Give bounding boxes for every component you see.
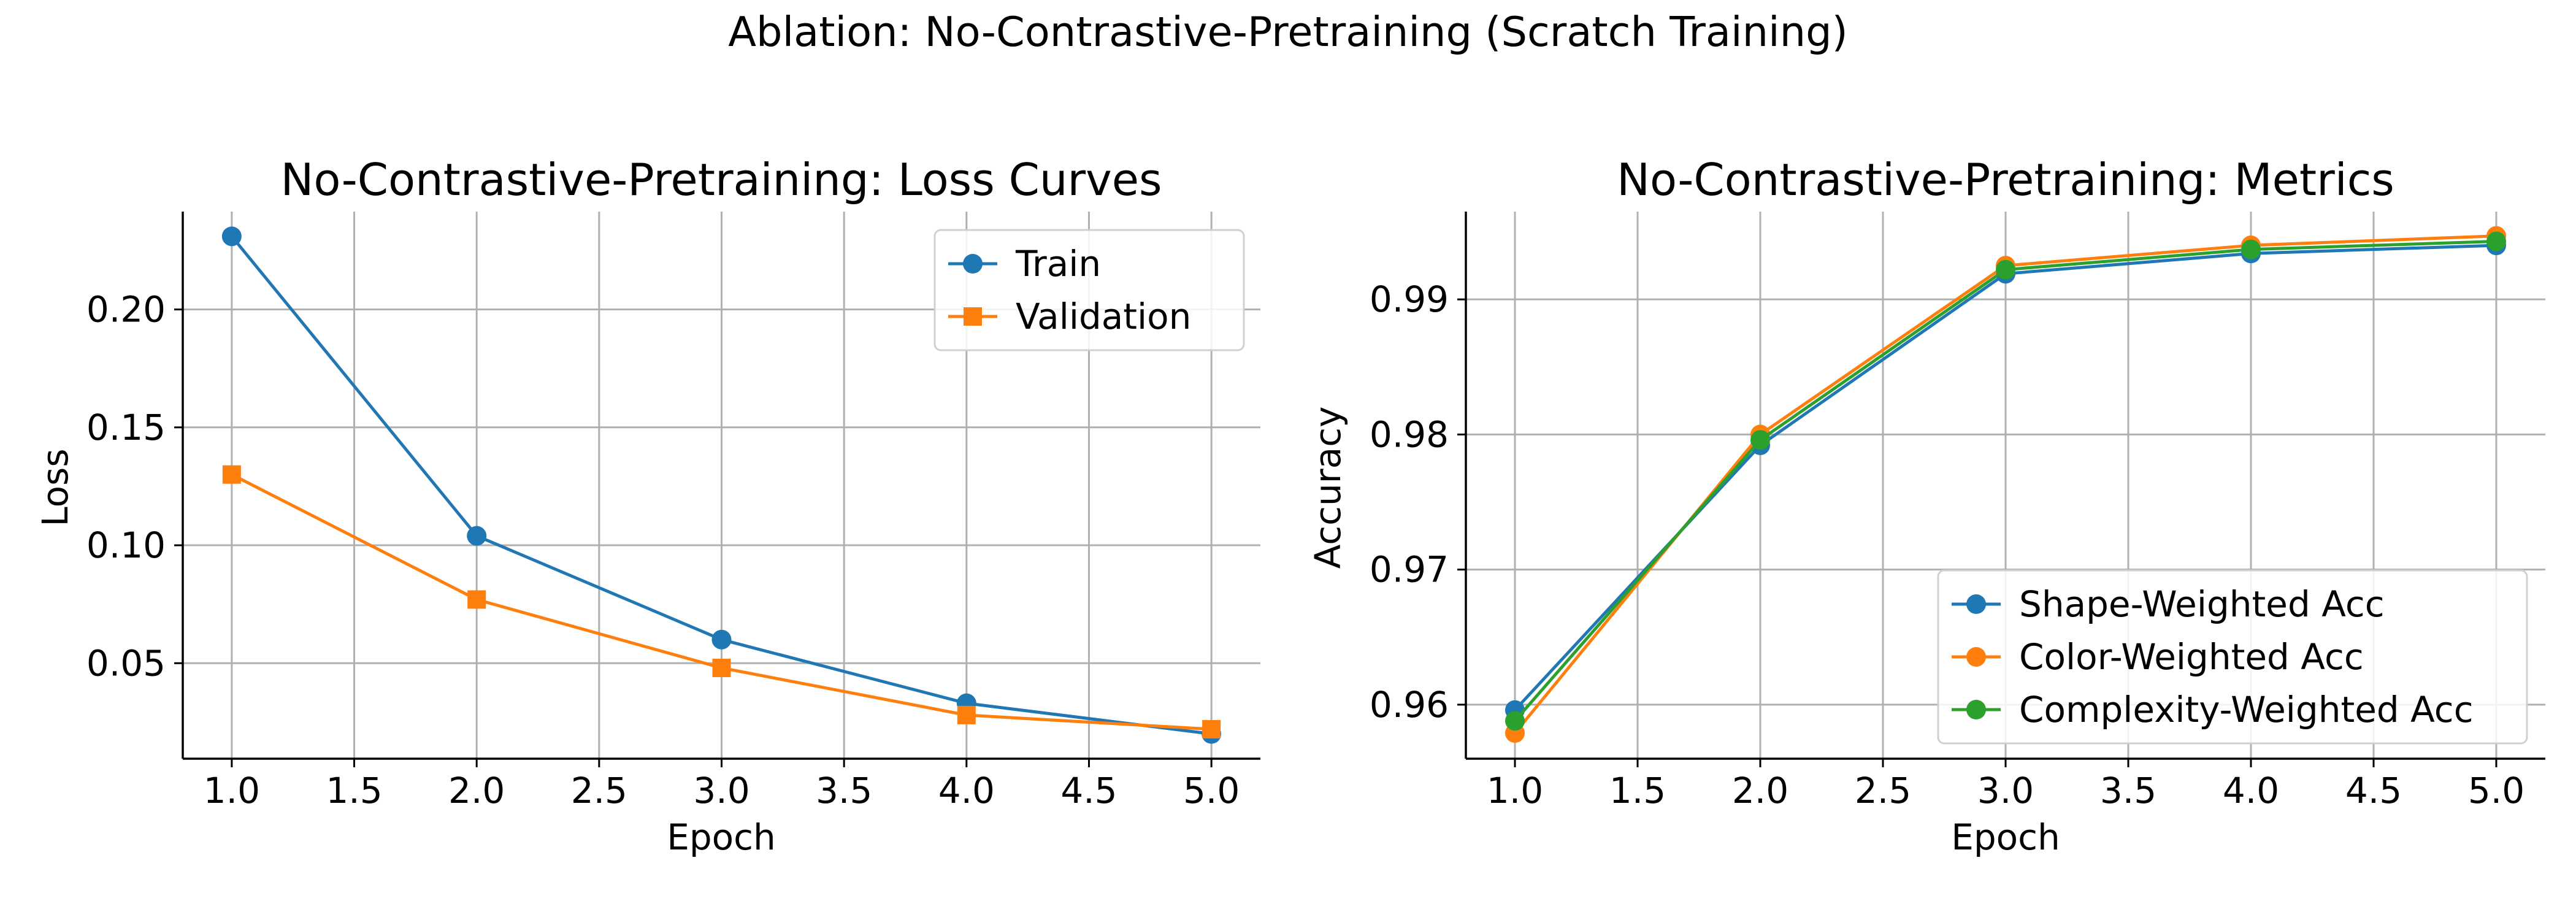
legend-swatch-marker [1966, 594, 1986, 614]
y-tick-label: 0.98 [1370, 413, 1449, 455]
y-tick-label: 0.20 [86, 289, 166, 331]
y-tick-label: 0.10 [86, 524, 166, 566]
legend-swatch-marker [1966, 647, 1986, 667]
x-tick-label: 2.0 [1732, 770, 1788, 811]
data-point [221, 226, 242, 247]
data-point [1505, 711, 1525, 731]
legend-swatch-marker [963, 254, 983, 274]
data-point [1750, 430, 1770, 450]
data-point [467, 590, 486, 609]
data-point [711, 629, 732, 650]
data-point [2486, 231, 2506, 251]
metrics-x-axis-label: Epoch [1951, 816, 2060, 858]
legend-swatch-marker [964, 307, 982, 326]
loss-chart-title: No-Contrastive-Pretraining: Loss Curves [280, 154, 1162, 205]
x-tick-label: 4.5 [2345, 770, 2402, 811]
x-tick-label: 5.0 [1183, 770, 1240, 811]
x-tick-label: 4.0 [2223, 770, 2279, 811]
y-tick-label: 0.96 [1370, 684, 1449, 726]
legend-box [933, 229, 1245, 351]
loss-x-axis-label: Epoch [667, 816, 776, 858]
metrics-chart: No-Contrastive-Pretraining: Metrics Epoc… [1307, 154, 2545, 858]
legend-label: Train [1015, 243, 1101, 285]
metrics-y-axis-label: Accuracy [1307, 407, 1349, 569]
x-tick-label: 3.0 [693, 770, 749, 811]
y-tick-label: 0.15 [86, 407, 166, 448]
figure-title: Ablation: No-Contrastive-Pretraining (Sc… [728, 8, 1848, 56]
x-tick-label: 2.0 [448, 770, 505, 811]
x-tick-label: 3.0 [1977, 770, 2034, 811]
x-tick-label: 5.0 [2468, 770, 2524, 811]
x-tick-label: 1.0 [1487, 770, 1543, 811]
legend-label: Complexity-Weighted Acc [2019, 689, 2474, 730]
x-tick-label: 3.5 [816, 770, 872, 811]
legend-label: Validation [1016, 296, 1191, 337]
legend-swatch-marker [1966, 700, 1986, 719]
legend: Train Validation [933, 229, 1245, 351]
data-point [1202, 719, 1221, 738]
data-point [467, 526, 487, 546]
data-point [712, 658, 731, 677]
data-point [957, 705, 976, 724]
y-tick-label: 0.99 [1370, 278, 1449, 320]
data-point [1996, 259, 2015, 280]
data-point [222, 465, 241, 484]
x-tick-label: 4.5 [1060, 770, 1117, 811]
data-point [2241, 239, 2261, 259]
y-tick-label: 0.05 [86, 642, 166, 684]
x-tick-label: 1.0 [204, 770, 260, 811]
legend-label: Shape-Weighted Acc [2019, 583, 2385, 625]
x-tick-label: 1.5 [1609, 770, 1666, 811]
legend-box [1937, 569, 2528, 745]
x-tick-label: 4.0 [938, 770, 995, 811]
loss-y-axis-label: Loss [34, 448, 76, 526]
x-tick-label: 2.5 [571, 770, 627, 811]
y-tick-label: 0.97 [1370, 549, 1449, 591]
x-tick-label: 1.5 [326, 770, 382, 811]
loss-curves-chart: No-Contrastive-Pretraining: Loss Curves … [34, 154, 1260, 858]
legend-label: Color-Weighted Acc [2019, 636, 2364, 678]
x-tick-label: 2.5 [1855, 770, 1911, 811]
legend: Shape-Weighted Acc Color-Weighted Acc Comp… [1937, 569, 2528, 745]
metrics-chart-title: No-Contrastive-Pretraining: Metrics [1617, 154, 2394, 205]
x-tick-label: 3.5 [2100, 770, 2156, 811]
